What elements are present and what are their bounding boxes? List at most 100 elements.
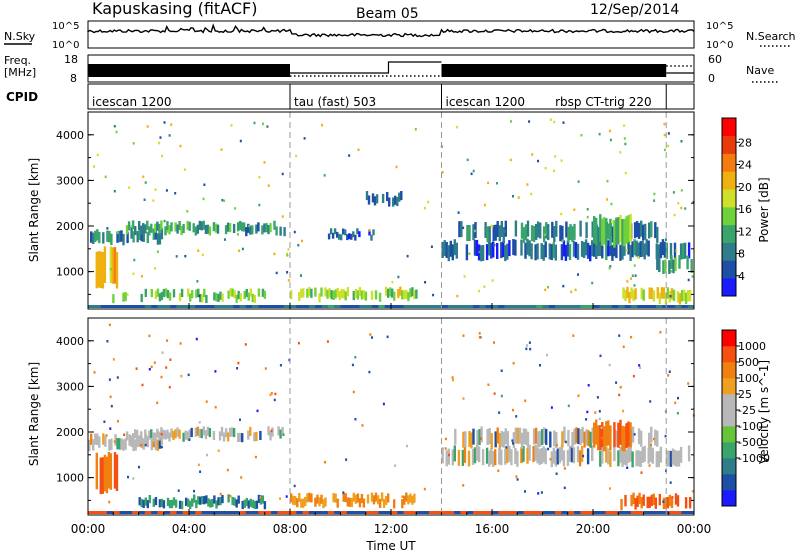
heatmap-cell: [218, 431, 222, 441]
heatmap-cell: [623, 448, 626, 465]
scatter-cell: [638, 364, 641, 367]
ground-scatter-cell: [630, 305, 638, 308]
heatmap-cell: [658, 258, 661, 273]
heatmap-cell: [449, 240, 452, 257]
heatmap-cell: [579, 429, 582, 446]
heatmap-cell: [570, 446, 574, 463]
ground-scatter-cell: [687, 511, 695, 514]
scatter-cell: [516, 478, 519, 481]
beam-title: Beam 05: [356, 6, 419, 22]
scatter-cell: [444, 447, 447, 450]
heatmap-cell: [484, 222, 487, 238]
scatter-cell: [609, 487, 611, 490]
ground-scatter-cell: [239, 511, 247, 514]
heatmap-cell: [154, 497, 158, 506]
heatmap-cell: [352, 231, 355, 238]
heatmap-cell: [528, 444, 531, 461]
ground-scatter-cell: [618, 511, 625, 514]
heatmap-cell: [98, 436, 101, 448]
scatter-cell: [626, 466, 629, 469]
scatter-cell: [680, 206, 683, 210]
heatmap-cell: [512, 432, 516, 449]
heatmap-cell: [140, 225, 143, 235]
scatter-cell: [105, 434, 108, 437]
heatmap-cell: [314, 287, 317, 297]
ground-scatter-cell: [132, 511, 139, 514]
heatmap-cell: [664, 259, 667, 274]
ground-scatter-cell: [264, 511, 272, 514]
heatmap-cell: [473, 239, 477, 256]
ground-scatter-cell: [214, 305, 221, 308]
scatter-cell: [623, 137, 626, 140]
heatmap-cell: [95, 251, 98, 289]
heatmap-cell: [188, 429, 191, 439]
heatmap-cell: [621, 451, 624, 467]
scatter-cell: [109, 268, 112, 271]
scatter-cell: [487, 383, 490, 386]
heatmap-cell: [498, 225, 501, 242]
heatmap-cell: [128, 434, 131, 446]
heatmap-cell: [688, 497, 692, 509]
scatter-cell: [168, 134, 171, 137]
heatmap-cell: [488, 428, 491, 445]
ground-scatter-cell: [416, 511, 423, 514]
heatmap-cell: [233, 497, 236, 506]
heatmap-cell: [632, 289, 635, 302]
heatmap-cell: [298, 493, 301, 503]
heatmap-cell: [241, 222, 244, 232]
heatmap-cell: [460, 221, 463, 238]
scatter-cell: [143, 198, 146, 201]
ground-scatter-cell: [517, 305, 524, 308]
heatmap-cell: [115, 252, 119, 289]
heatmap-cell: [178, 500, 182, 509]
scatter-cell: [285, 495, 288, 498]
heatmap-cell: [233, 290, 236, 299]
heatmap-cell: [162, 429, 165, 439]
scatter-cell: [146, 125, 149, 128]
scatter-cell: [401, 495, 404, 498]
scatter-cell: [130, 225, 133, 228]
heatmap-cell: [146, 500, 149, 509]
heatmap-cell: [467, 450, 471, 467]
heatmap-cell: [561, 225, 564, 242]
heatmap-cell: [530, 225, 534, 242]
ground-scatter-cell: [523, 305, 531, 308]
scatter-cell: [126, 293, 129, 296]
heatmap-cell: [617, 450, 620, 467]
ground-scatter-cell: [637, 305, 644, 308]
heatmap-cell: [687, 242, 691, 259]
heatmap-cell: [344, 493, 347, 503]
scatter-cell: [561, 239, 564, 243]
heatmap-cell: [542, 244, 545, 261]
ground-scatter-cell: [605, 511, 613, 514]
heatmap-cell: [648, 222, 651, 239]
colorbar-tick-label: 100: [738, 372, 759, 385]
ground-scatter-cell: [100, 305, 108, 308]
ground-scatter-cell: [403, 511, 411, 514]
velocity-xaxis: 00:00 04:00 08:00 12:00 16:00 20:00 00:00: [71, 509, 711, 536]
heatmap-cell: [104, 435, 107, 447]
heatmap-cell: [597, 425, 600, 451]
ground-scatter-cell: [409, 305, 417, 308]
ground-scatter-cell: [226, 305, 234, 308]
heatmap-cell: [340, 234, 343, 241]
heatmap-cell: [625, 423, 628, 449]
ground-scatter-cell: [504, 305, 512, 308]
heatmap-cell: [142, 438, 145, 450]
heatmap-cell: [621, 219, 624, 247]
scatter-cell: [510, 120, 512, 123]
scatter-cell: [677, 202, 680, 205]
heatmap-cell: [370, 492, 374, 502]
heatmap-cell: [267, 426, 270, 436]
heatmap-cell: [605, 244, 608, 260]
heatmap-cell: [504, 220, 507, 237]
scatter-cell: [615, 381, 618, 384]
scatter-cell: [509, 158, 512, 162]
heatmap-cell: [597, 240, 600, 257]
ground-scatter-cell: [170, 511, 177, 514]
heatmap-cell: [237, 290, 240, 300]
colorbar-swatch: [722, 394, 736, 411]
heatmap-cell: [650, 426, 653, 443]
heatmap-cell: [97, 251, 100, 288]
heatmap-cell: [253, 294, 256, 303]
